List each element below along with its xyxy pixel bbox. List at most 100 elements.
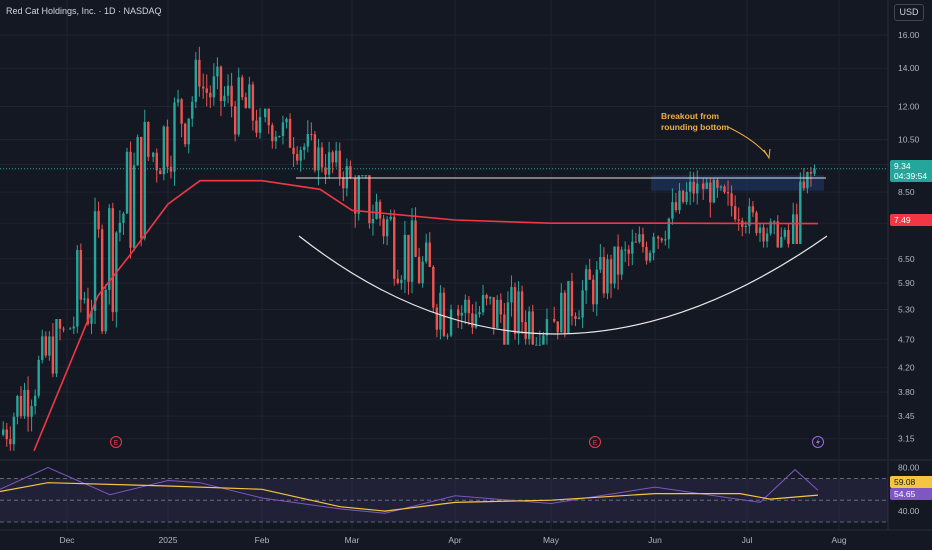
time-tick-label: Apr [448, 535, 461, 545]
candle-body [100, 229, 104, 332]
candle-body [251, 84, 255, 121]
candle-body [592, 279, 595, 305]
price-tick-label: 12.00 [898, 102, 920, 112]
candle-body [122, 213, 125, 223]
candle-body [255, 120, 258, 133]
candle-body [787, 229, 790, 244]
candle-body [93, 211, 97, 311]
candle-body [396, 278, 399, 284]
candle-body [349, 166, 352, 178]
candle-body [474, 314, 478, 328]
candle-body [570, 281, 574, 317]
candle-body [357, 175, 360, 214]
candle-body [449, 309, 453, 336]
earnings-icon[interactable]: E [589, 436, 601, 448]
candle-body [776, 221, 779, 248]
candle-body [274, 136, 278, 142]
candle-body [744, 225, 747, 227]
price-tick-label: 3.15 [898, 434, 915, 444]
candle-body [104, 289, 107, 332]
candle-body [421, 261, 424, 284]
candle-body [481, 295, 485, 313]
candle-body [295, 154, 299, 161]
candle-body [705, 182, 708, 189]
candle-body [219, 66, 223, 102]
candle-body [26, 389, 30, 417]
candle-body [129, 151, 132, 248]
earnings-icon[interactable]: E [110, 436, 122, 448]
candle-body [205, 88, 208, 93]
candle-body [499, 299, 502, 315]
candle-body [602, 257, 606, 294]
rsi-line [0, 466, 819, 514]
rsi-tick-label: 80.00 [898, 462, 920, 472]
candle-body [560, 292, 563, 333]
candle-body [41, 336, 44, 360]
candle-body [216, 66, 219, 77]
candle-body [48, 336, 51, 356]
candle-body [410, 220, 414, 282]
candle-body [513, 287, 517, 334]
candle-body [118, 222, 122, 233]
candle-body [342, 177, 345, 189]
candle-body [471, 313, 474, 328]
candle-body [310, 134, 313, 136]
candle-body [194, 59, 197, 102]
candle-body [780, 236, 783, 248]
candle-body [403, 234, 407, 280]
candle-body [517, 291, 520, 334]
candle-body [606, 259, 609, 294]
candle-body [368, 175, 371, 224]
price-tick-label: 16.00 [898, 30, 920, 40]
candle-body [51, 336, 55, 374]
time-tick-label: May [543, 535, 560, 545]
candle-body [30, 406, 33, 417]
candle-body [802, 181, 806, 189]
candle-body [371, 218, 375, 224]
dividend-lightning-icon[interactable] [812, 436, 824, 448]
currency-button[interactable]: USD [894, 4, 924, 21]
candle-body [674, 202, 678, 211]
candle-body [528, 311, 531, 339]
time-tick-label: Aug [831, 535, 846, 545]
candle-body [237, 77, 240, 135]
candle-body [709, 182, 712, 203]
candle-body [271, 125, 274, 142]
candle-body [12, 416, 16, 445]
countdown-value: 04:39:54 [894, 171, 928, 181]
candle-body [577, 317, 581, 319]
moving-average-line [33, 179, 819, 452]
price-tick-label: 5.30 [898, 304, 915, 314]
candle-body [620, 249, 623, 275]
price-tick-label: 10.50 [898, 135, 920, 145]
candle-body [435, 307, 439, 330]
candle-body [281, 122, 285, 136]
candle-body [806, 172, 809, 189]
candle-body [531, 311, 534, 345]
candle-body [72, 326, 75, 329]
candle-body [609, 259, 613, 284]
candle-body [407, 234, 410, 282]
candle-body [660, 238, 663, 241]
candle-body [545, 319, 549, 336]
candle-body [354, 177, 357, 214]
candle-body [631, 241, 634, 254]
candle-body [191, 101, 194, 119]
candle-body [681, 190, 685, 202]
candle-body [553, 319, 556, 322]
candle-body [799, 181, 802, 244]
candle-body [136, 136, 139, 166]
candle-body [595, 269, 598, 305]
candle-body [685, 191, 688, 202]
candle-body [198, 59, 201, 87]
candle-body [485, 295, 488, 299]
candle-body [520, 291, 524, 323]
candle-body [719, 186, 723, 188]
candle-body [55, 319, 58, 374]
candle-body [248, 84, 251, 109]
price-tick-label: 3.80 [898, 387, 915, 397]
candle-body [769, 221, 772, 234]
candle-body [320, 147, 324, 168]
rsi-value-badge: 59.08 [890, 476, 932, 488]
